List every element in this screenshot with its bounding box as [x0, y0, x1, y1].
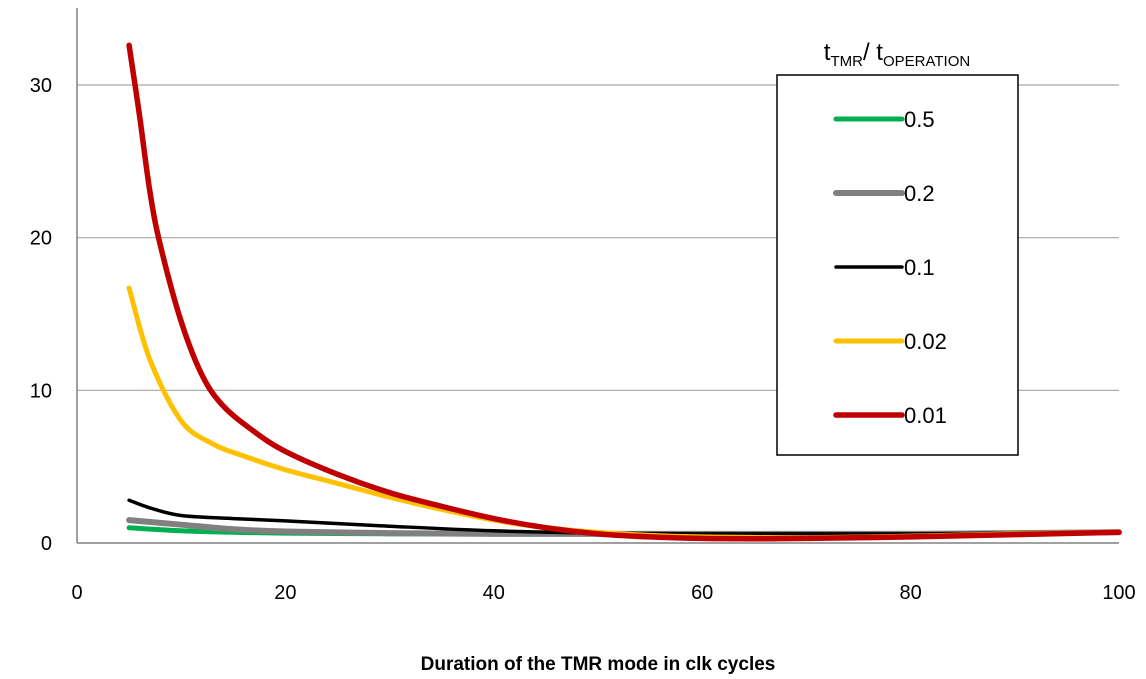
legend-title: tTMR/ tOPERATION: [824, 39, 970, 70]
legend-items: 0.5 0.2 0.1 0.02 0.01: [833, 107, 947, 428]
x-tick-label-2: 40: [483, 582, 505, 604]
x-axis-label: Duration of the TMR mode in clk cycles: [421, 654, 776, 675]
legend-label-0-01: 0.01: [904, 403, 947, 428]
axes: [76, 8, 1119, 544]
legend-title-sub2: OPERATION: [883, 53, 970, 70]
y-tick-label-0: 0: [41, 533, 52, 555]
x-tick-labels: 0 20 40 60 80 100: [71, 582, 1135, 604]
series-lines: [126, 42, 1122, 542]
legend-title-t1: t: [824, 39, 831, 66]
x-tick-label-5: 100: [1102, 582, 1135, 604]
legend: tTMR/ tOPERATION 0.5 0.2 0.1 0.02 0.01: [776, 39, 1019, 456]
x-tick-label-4: 80: [899, 582, 921, 604]
x-tick-label-1: 20: [274, 582, 296, 604]
legend-label-0-1: 0.1: [904, 255, 935, 280]
y-tick-label-2: 20: [30, 228, 52, 250]
y-tick-label-1: 10: [30, 380, 52, 402]
legend-title-sub1: TMR: [830, 53, 863, 70]
series-line-0-01: [126, 42, 1122, 542]
y-tick-label-3: 30: [30, 75, 52, 97]
legend-box: [776, 74, 1019, 456]
legend-label-0-02: 0.02: [904, 329, 947, 354]
x-tick-label-0: 0: [71, 582, 82, 604]
x-tick-label-3: 60: [691, 582, 713, 604]
legend-label-0-5: 0.5: [904, 107, 935, 132]
legend-label-0-2: 0.2: [904, 181, 935, 206]
y-tick-labels: 0 10 20 30: [30, 75, 52, 555]
legend-title-sep: / t: [863, 39, 883, 66]
